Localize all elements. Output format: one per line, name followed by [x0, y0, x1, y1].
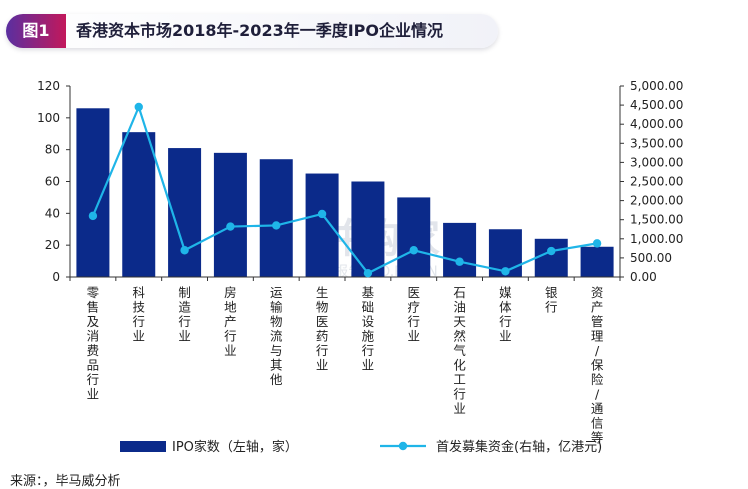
- right-tick-label: 1,000.00: [630, 232, 683, 246]
- left-tick-label: 120: [37, 79, 60, 93]
- bar-2: [122, 132, 156, 277]
- legend-bar-swatch: [120, 441, 166, 452]
- bar-9: [443, 222, 477, 277]
- line-point-2: [134, 102, 143, 112]
- bar-6: [305, 173, 339, 277]
- right-tick-label: 0.00: [630, 270, 657, 284]
- right-tick-label: 3,500.00: [630, 136, 683, 150]
- figure-badge: 图1: [6, 14, 66, 48]
- line-point-7: [363, 268, 373, 278]
- bar-4: [213, 152, 247, 277]
- source-note: 来源：，毕马威分析: [10, 474, 121, 489]
- right-tick-label: 500.00: [630, 251, 672, 265]
- legend-line-marker: [398, 441, 408, 451]
- chart-header: 图1 香港资本市场2018年-2023年一季度IPO企业情况: [6, 14, 498, 48]
- left-tick-label: 100: [37, 111, 60, 125]
- line-point-5: [272, 221, 281, 230]
- category-label: 零售及消费品行业: [87, 285, 100, 402]
- line-point-8: [409, 246, 418, 255]
- category-label: 生物医药行业: [316, 285, 329, 373]
- bar-11: [534, 238, 568, 277]
- right-tick-label: 2,000.00: [630, 194, 683, 208]
- category-label: 科技行业: [132, 285, 145, 344]
- left-tick-label: 80: [45, 143, 60, 157]
- line-series-path: [91, 103, 598, 275]
- chart-title: 香港资本市场2018年-2023年一季度IPO企业情况: [76, 21, 443, 40]
- left-tick-label: 20: [45, 238, 60, 252]
- line-point-3: [180, 246, 189, 255]
- line-point-1: [88, 211, 98, 221]
- category-label: 基础设施行业: [362, 285, 375, 373]
- right-tick-label: 4,500.00: [630, 98, 683, 112]
- category-label: 石油天然气化工行业: [453, 285, 466, 416]
- right-tick-label: 4,000.00: [630, 117, 683, 131]
- line-point-4: [226, 222, 235, 231]
- left-tick-label: 0: [52, 270, 60, 284]
- right-tick-label: 1,500.00: [630, 213, 683, 227]
- legend-bar-label: IPO家数（左轴，家）: [172, 439, 298, 455]
- line-point-6: [317, 209, 327, 219]
- category-label: 媒体行业: [499, 285, 512, 344]
- right-tick-label: 5,000.00: [630, 79, 683, 93]
- category-label: 银行: [545, 285, 558, 315]
- category-label: 资产管理/保险/通信等: [591, 285, 604, 445]
- bar-12: [580, 246, 614, 277]
- category-label: 房地产行业: [224, 285, 237, 358]
- legend-line-label: 首发募集资金(右轴，亿港元): [436, 439, 602, 455]
- right-tick-label: 2,500.00: [630, 175, 683, 189]
- left-tick-label: 60: [45, 175, 60, 189]
- bar-5: [259, 159, 293, 277]
- bar-1: [76, 108, 110, 278]
- line-point-10: [501, 267, 510, 276]
- category-label: 医疗行业: [407, 285, 420, 344]
- category-label: 运输物流与其他: [270, 285, 283, 387]
- bar-7: [351, 181, 385, 277]
- left-tick-label: 40: [45, 206, 60, 220]
- bar-8: [397, 197, 431, 277]
- line-point-12: [592, 239, 602, 248]
- line-point-11: [547, 246, 556, 256]
- category-label: 制造行业: [178, 285, 191, 344]
- line-point-9: [455, 257, 464, 266]
- right-tick-label: 3,000.00: [630, 155, 683, 169]
